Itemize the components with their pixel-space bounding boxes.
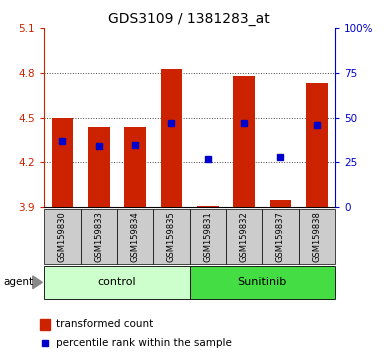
Text: Sunitinib: Sunitinib <box>238 277 287 287</box>
Bar <box>52 118 73 207</box>
Text: GSM159831: GSM159831 <box>203 211 212 262</box>
Text: GSM159830: GSM159830 <box>58 211 67 262</box>
Bar <box>197 206 219 207</box>
Text: GSM159838: GSM159838 <box>312 211 321 262</box>
Bar <box>44 266 190 299</box>
Bar <box>226 209 262 264</box>
Bar <box>299 209 335 264</box>
Bar <box>262 209 299 264</box>
Bar <box>190 266 335 299</box>
Bar <box>153 209 189 264</box>
Bar <box>270 200 291 207</box>
Text: GSM159833: GSM159833 <box>94 211 103 262</box>
Text: percentile rank within the sample: percentile rank within the sample <box>57 338 232 348</box>
Bar <box>233 76 255 207</box>
Text: control: control <box>98 277 136 287</box>
Text: GSM159832: GSM159832 <box>239 211 249 262</box>
Bar <box>40 319 50 330</box>
Bar <box>306 84 328 207</box>
Bar <box>190 209 226 264</box>
Bar <box>80 209 117 264</box>
Text: agent: agent <box>4 277 34 287</box>
Bar <box>124 127 146 207</box>
Bar <box>44 209 80 264</box>
Bar <box>161 69 182 207</box>
Text: GDS3109 / 1381283_at: GDS3109 / 1381283_at <box>108 12 270 27</box>
Bar <box>88 127 110 207</box>
Text: transformed count: transformed count <box>57 319 154 329</box>
Polygon shape <box>33 276 42 289</box>
Text: GSM159835: GSM159835 <box>167 211 176 262</box>
Bar <box>117 209 153 264</box>
Text: GSM159837: GSM159837 <box>276 211 285 262</box>
Text: GSM159834: GSM159834 <box>131 211 140 262</box>
